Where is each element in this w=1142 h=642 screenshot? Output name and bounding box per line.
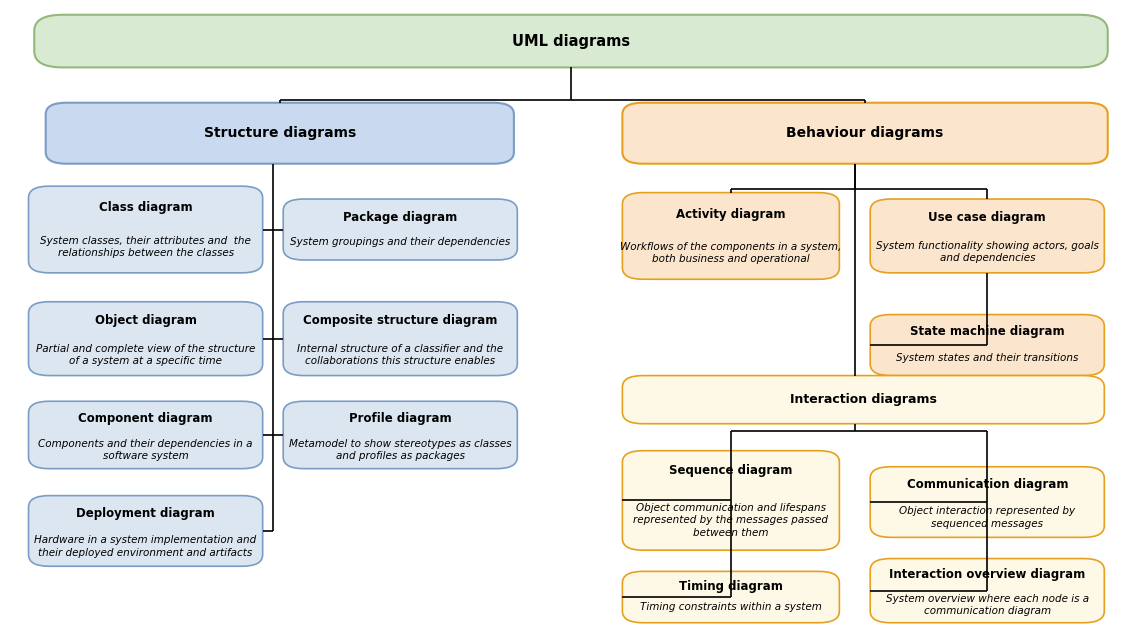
Text: Interaction overview diagram: Interaction overview diagram [890, 568, 1085, 581]
FancyBboxPatch shape [29, 302, 263, 376]
Text: Internal structure of a classifier and the
collaborations this structure enables: Internal structure of a classifier and t… [297, 343, 504, 366]
Text: Timing diagram: Timing diagram [679, 580, 782, 593]
Text: Behaviour diagrams: Behaviour diagrams [787, 126, 943, 140]
Text: Metamodel to show stereotypes as classes
and profiles as packages: Metamodel to show stereotypes as classes… [289, 438, 512, 461]
Text: Object communication and lifespans
represented by the messages passed
between th: Object communication and lifespans repre… [634, 503, 828, 538]
Text: Component diagram: Component diagram [79, 412, 212, 424]
FancyBboxPatch shape [870, 315, 1104, 376]
Text: Deployment diagram: Deployment diagram [77, 507, 215, 520]
Text: Timing constraints within a system: Timing constraints within a system [640, 602, 822, 612]
FancyBboxPatch shape [622, 376, 1104, 424]
FancyBboxPatch shape [29, 401, 263, 469]
FancyBboxPatch shape [870, 559, 1104, 623]
FancyBboxPatch shape [870, 467, 1104, 537]
Text: Use case diagram: Use case diagram [928, 211, 1046, 224]
Text: Hardware in a system implementation and
their deployed environment and artifacts: Hardware in a system implementation and … [34, 535, 257, 558]
Text: Object interaction represented by
sequenced messages: Object interaction represented by sequen… [899, 507, 1076, 529]
Text: System states and their transitions: System states and their transitions [896, 354, 1078, 363]
Text: UML diagrams: UML diagrams [512, 33, 630, 49]
Text: System functionality showing actors, goals
and dependencies: System functionality showing actors, goa… [876, 241, 1099, 263]
Text: Sequence diagram: Sequence diagram [669, 464, 793, 477]
Text: State machine diagram: State machine diagram [910, 325, 1064, 338]
FancyBboxPatch shape [622, 571, 839, 623]
Text: Composite structure diagram: Composite structure diagram [303, 314, 498, 327]
Text: Package diagram: Package diagram [343, 211, 458, 224]
FancyBboxPatch shape [283, 401, 517, 469]
FancyBboxPatch shape [46, 103, 514, 164]
Text: System overview where each node is a
communication diagram: System overview where each node is a com… [886, 594, 1088, 616]
FancyBboxPatch shape [283, 302, 517, 376]
FancyBboxPatch shape [870, 199, 1104, 273]
FancyBboxPatch shape [622, 451, 839, 550]
Text: Interaction diagrams: Interaction diagrams [790, 393, 936, 406]
FancyBboxPatch shape [622, 193, 839, 279]
Text: System groupings and their dependencies: System groupings and their dependencies [290, 237, 510, 247]
FancyBboxPatch shape [283, 199, 517, 260]
Text: Profile diagram: Profile diagram [349, 412, 451, 424]
FancyBboxPatch shape [34, 15, 1108, 67]
Text: System classes, their attributes and  the
relationships between the classes: System classes, their attributes and the… [40, 236, 251, 258]
Text: Structure diagrams: Structure diagrams [203, 126, 356, 140]
Text: Partial and complete view of the structure
of a system at a specific time: Partial and complete view of the structu… [35, 343, 256, 366]
FancyBboxPatch shape [622, 103, 1108, 164]
FancyBboxPatch shape [29, 186, 263, 273]
Text: Object diagram: Object diagram [95, 314, 196, 327]
Text: Activity diagram: Activity diagram [676, 208, 786, 221]
Text: Communication diagram: Communication diagram [907, 478, 1068, 491]
Text: Components and their dependencies in a
software system: Components and their dependencies in a s… [39, 438, 252, 461]
FancyBboxPatch shape [29, 496, 263, 566]
Text: Class diagram: Class diagram [99, 202, 192, 214]
Text: Workflows of the components in a system,
both business and operational: Workflows of the components in a system,… [620, 242, 842, 265]
